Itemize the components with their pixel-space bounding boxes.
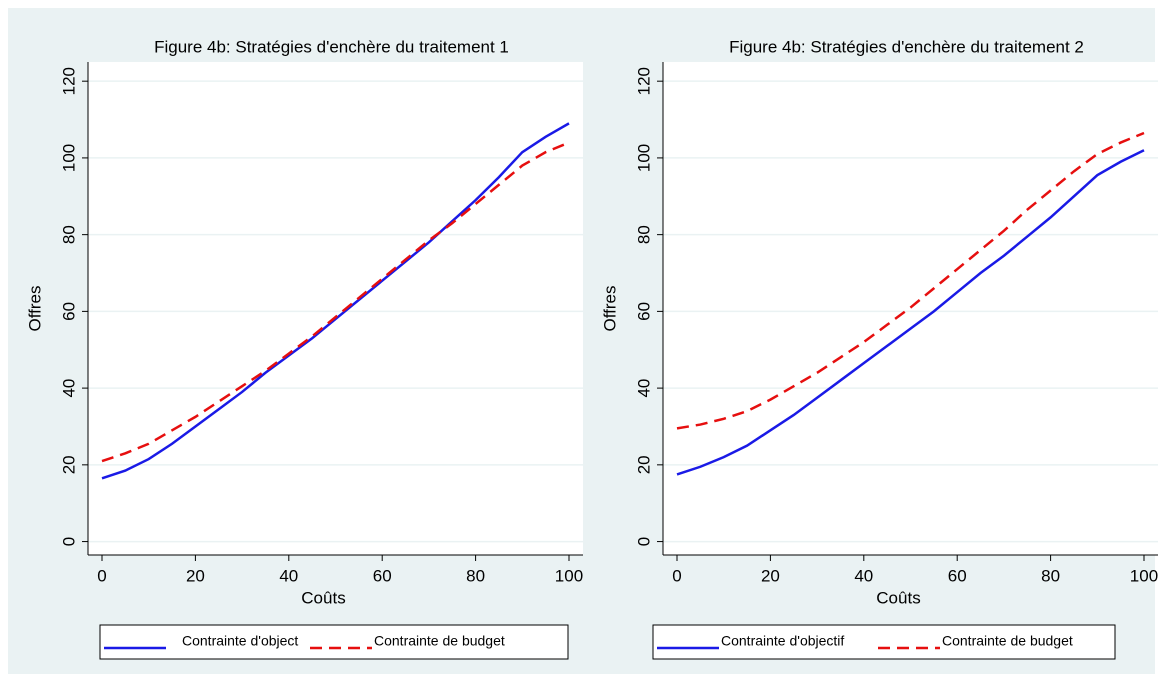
x-tick-label: 20 [761,566,780,585]
plot-area [663,62,1158,555]
x-tick-label: 0 [97,566,106,585]
x-tick-label: 100 [555,566,583,585]
y-tick-label: 40 [59,379,78,398]
series-line [101,141,570,463]
y-axis-label: Offres [600,286,619,332]
y-tick-label: 100 [59,144,78,172]
x-tick-label: 60 [373,566,392,585]
x-tick-label: 20 [186,566,205,585]
x-tick-label: 0 [672,566,681,585]
y-tick-label: 20 [634,455,653,474]
legend-box [652,624,1116,660]
legend-label: Contrainte d'objectif [721,633,844,649]
y-tick-label: 60 [634,302,653,321]
x-tick-label: 40 [854,566,873,585]
x-tick-label: 80 [1041,566,1060,585]
legend: Contrainte d'objectif Contrainte de budge… [652,624,1116,660]
series-line [676,149,1145,476]
y-tick-label: 80 [59,225,78,244]
chart-title: Figure 4b: Stratégies d'enchère du trait… [154,37,509,56]
y-tick-label: 0 [634,537,653,546]
x-axis-label: Coûts [301,588,345,607]
y-tick-label: 0 [59,537,78,546]
x-tick-label: 80 [466,566,485,585]
y-tick-label: 20 [59,455,78,474]
legend-label: Contrainte de budget [942,633,1073,649]
series-line [676,131,1145,430]
y-axis-label: Offres [25,286,44,332]
y-tick-label: 120 [634,67,653,95]
y-tick-label: 40 [634,379,653,398]
y-tick-label: 60 [59,302,78,321]
y-tick-label: 120 [59,67,78,95]
series-line [101,122,570,480]
x-tick-label: 60 [948,566,967,585]
x-axis-label: Coûts [876,588,920,607]
x-tick-label: 100 [1130,566,1158,585]
x-tick-label: 40 [279,566,298,585]
y-tick-label: 80 [634,225,653,244]
chart-title: Figure 4b: Stratégies d'enchère du trait… [729,37,1084,56]
legend-label: Contrainte d'object [182,633,298,649]
legend: Contrainte d'object Contrainte de budget [99,624,569,660]
legend-box [99,624,569,660]
y-tick-label: 100 [634,144,653,172]
legend-label: Contrainte de budget [374,633,505,649]
plot-area [88,62,583,555]
